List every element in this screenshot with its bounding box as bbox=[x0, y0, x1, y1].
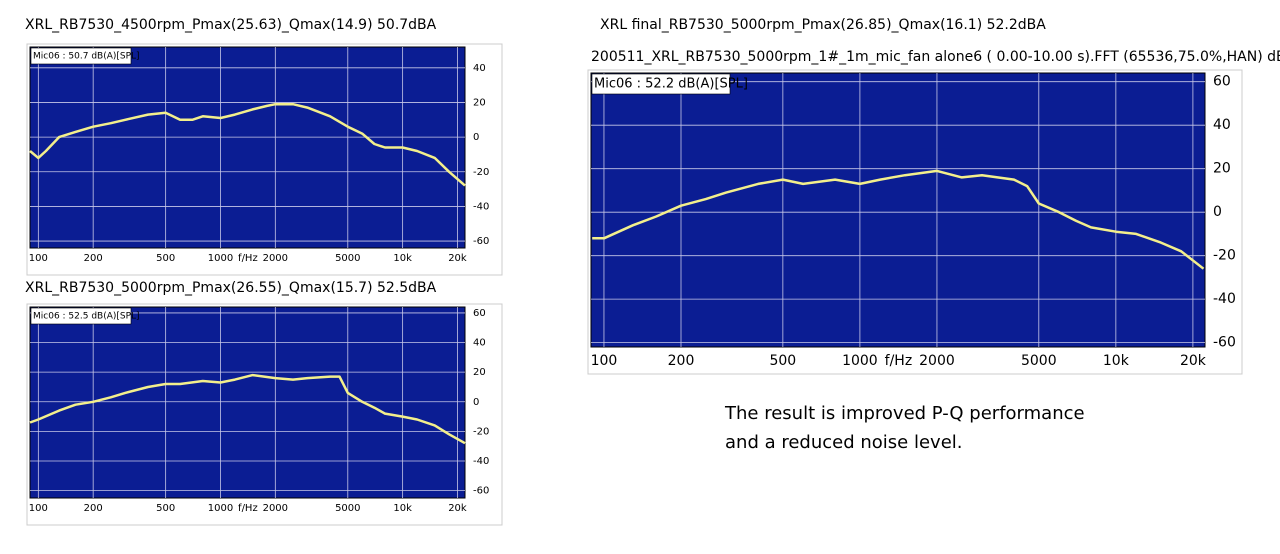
chart-title: XRL_RB7530_5000rpm_Pmax(26.55)_Qmax(15.7… bbox=[25, 280, 437, 296]
y-tick-label: 0 bbox=[473, 132, 479, 143]
y-tick-label: 20 bbox=[1213, 161, 1231, 177]
x-tick-label: 2000 bbox=[919, 353, 955, 369]
y-tick-label: 40 bbox=[1213, 117, 1231, 133]
x-tick-label: 2000 bbox=[263, 253, 288, 264]
x-tick-label: 20k bbox=[448, 253, 467, 264]
x-tick-label: 2000 bbox=[263, 503, 288, 514]
x-tick-label: 100 bbox=[591, 353, 618, 369]
y-tick-label: -20 bbox=[1213, 248, 1236, 264]
y-tick-label: -40 bbox=[473, 456, 489, 467]
x-tick-label: 5000 bbox=[335, 253, 360, 264]
x-tick-label: 1000 bbox=[842, 353, 878, 369]
spectrum-line bbox=[29, 102, 466, 187]
y-tick-label: 60 bbox=[473, 308, 486, 319]
plot-frame bbox=[587, 69, 1243, 375]
x-tick-label: 5000 bbox=[1021, 353, 1057, 369]
x-tick-label: 1000 bbox=[208, 253, 233, 264]
legend-box bbox=[591, 73, 731, 95]
plot-area bbox=[29, 306, 466, 499]
plot-area bbox=[590, 72, 1206, 348]
spectrum-line bbox=[29, 373, 466, 445]
y-tick-label: -40 bbox=[1213, 291, 1236, 307]
chart-subtitle: 200511_XRL_RB7530_5000rpm_1#_1m_mic_fan … bbox=[591, 49, 1280, 65]
y-tick-label: 0 bbox=[473, 397, 479, 408]
x-tick-label: 1000 bbox=[208, 503, 233, 514]
note-line: The result is improved P-Q performance bbox=[724, 403, 1085, 424]
y-tick-label: 20 bbox=[473, 367, 486, 378]
legend-box bbox=[30, 307, 132, 325]
y-tick-label: -20 bbox=[473, 426, 489, 437]
x-axis-label: f/Hz bbox=[238, 253, 258, 264]
x-tick-label: 20k bbox=[448, 503, 467, 514]
x-axis-label: f/Hz bbox=[885, 353, 913, 369]
legend-label: Mic06 : 50.7 dB(A)[SPL] bbox=[33, 52, 140, 62]
x-tick-label: 500 bbox=[156, 503, 175, 514]
x-tick-label: 10k bbox=[393, 253, 412, 264]
spectrum-line bbox=[592, 169, 1205, 270]
x-tick-label: 100 bbox=[29, 253, 48, 264]
x-tick-label: 100 bbox=[29, 503, 48, 514]
legend-label: Mic06 : 52.2 dB(A)[SPL] bbox=[594, 77, 748, 92]
plot-frame bbox=[26, 43, 503, 276]
legend-box bbox=[30, 47, 132, 65]
y-tick-label: 40 bbox=[473, 63, 486, 74]
x-tick-label: 10k bbox=[393, 503, 412, 514]
x-tick-label: 500 bbox=[156, 253, 175, 264]
x-tick-label: 10k bbox=[1103, 353, 1130, 369]
note-line: and a reduced noise level. bbox=[725, 432, 963, 453]
chart-title: XRL_RB7530_4500rpm_Pmax(25.63)_Qmax(14.9… bbox=[25, 17, 437, 33]
y-tick-label: -60 bbox=[473, 486, 489, 497]
legend-label: Mic06 : 52.5 dB(A)[SPL] bbox=[33, 312, 140, 322]
y-tick-label: -20 bbox=[473, 167, 489, 178]
x-tick-label: 200 bbox=[84, 253, 103, 264]
x-tick-label: 500 bbox=[769, 353, 796, 369]
x-tick-label: 200 bbox=[668, 353, 695, 369]
x-tick-label: 200 bbox=[84, 503, 103, 514]
plot-frame bbox=[26, 303, 503, 526]
y-tick-label: -40 bbox=[473, 201, 489, 212]
y-tick-label: 20 bbox=[473, 97, 486, 108]
y-tick-label: 60 bbox=[1213, 74, 1231, 90]
y-tick-label: -60 bbox=[1213, 335, 1236, 351]
x-tick-label: 5000 bbox=[335, 503, 360, 514]
y-tick-label: 0 bbox=[1213, 204, 1222, 220]
y-tick-label: -60 bbox=[473, 236, 489, 247]
x-tick-label: 20k bbox=[1180, 353, 1207, 369]
y-tick-label: 40 bbox=[473, 338, 486, 349]
x-axis-label: f/Hz bbox=[238, 503, 258, 514]
chart-title: XRL final_RB7530_5000rpm_Pmax(26.85)_Qma… bbox=[600, 17, 1046, 33]
